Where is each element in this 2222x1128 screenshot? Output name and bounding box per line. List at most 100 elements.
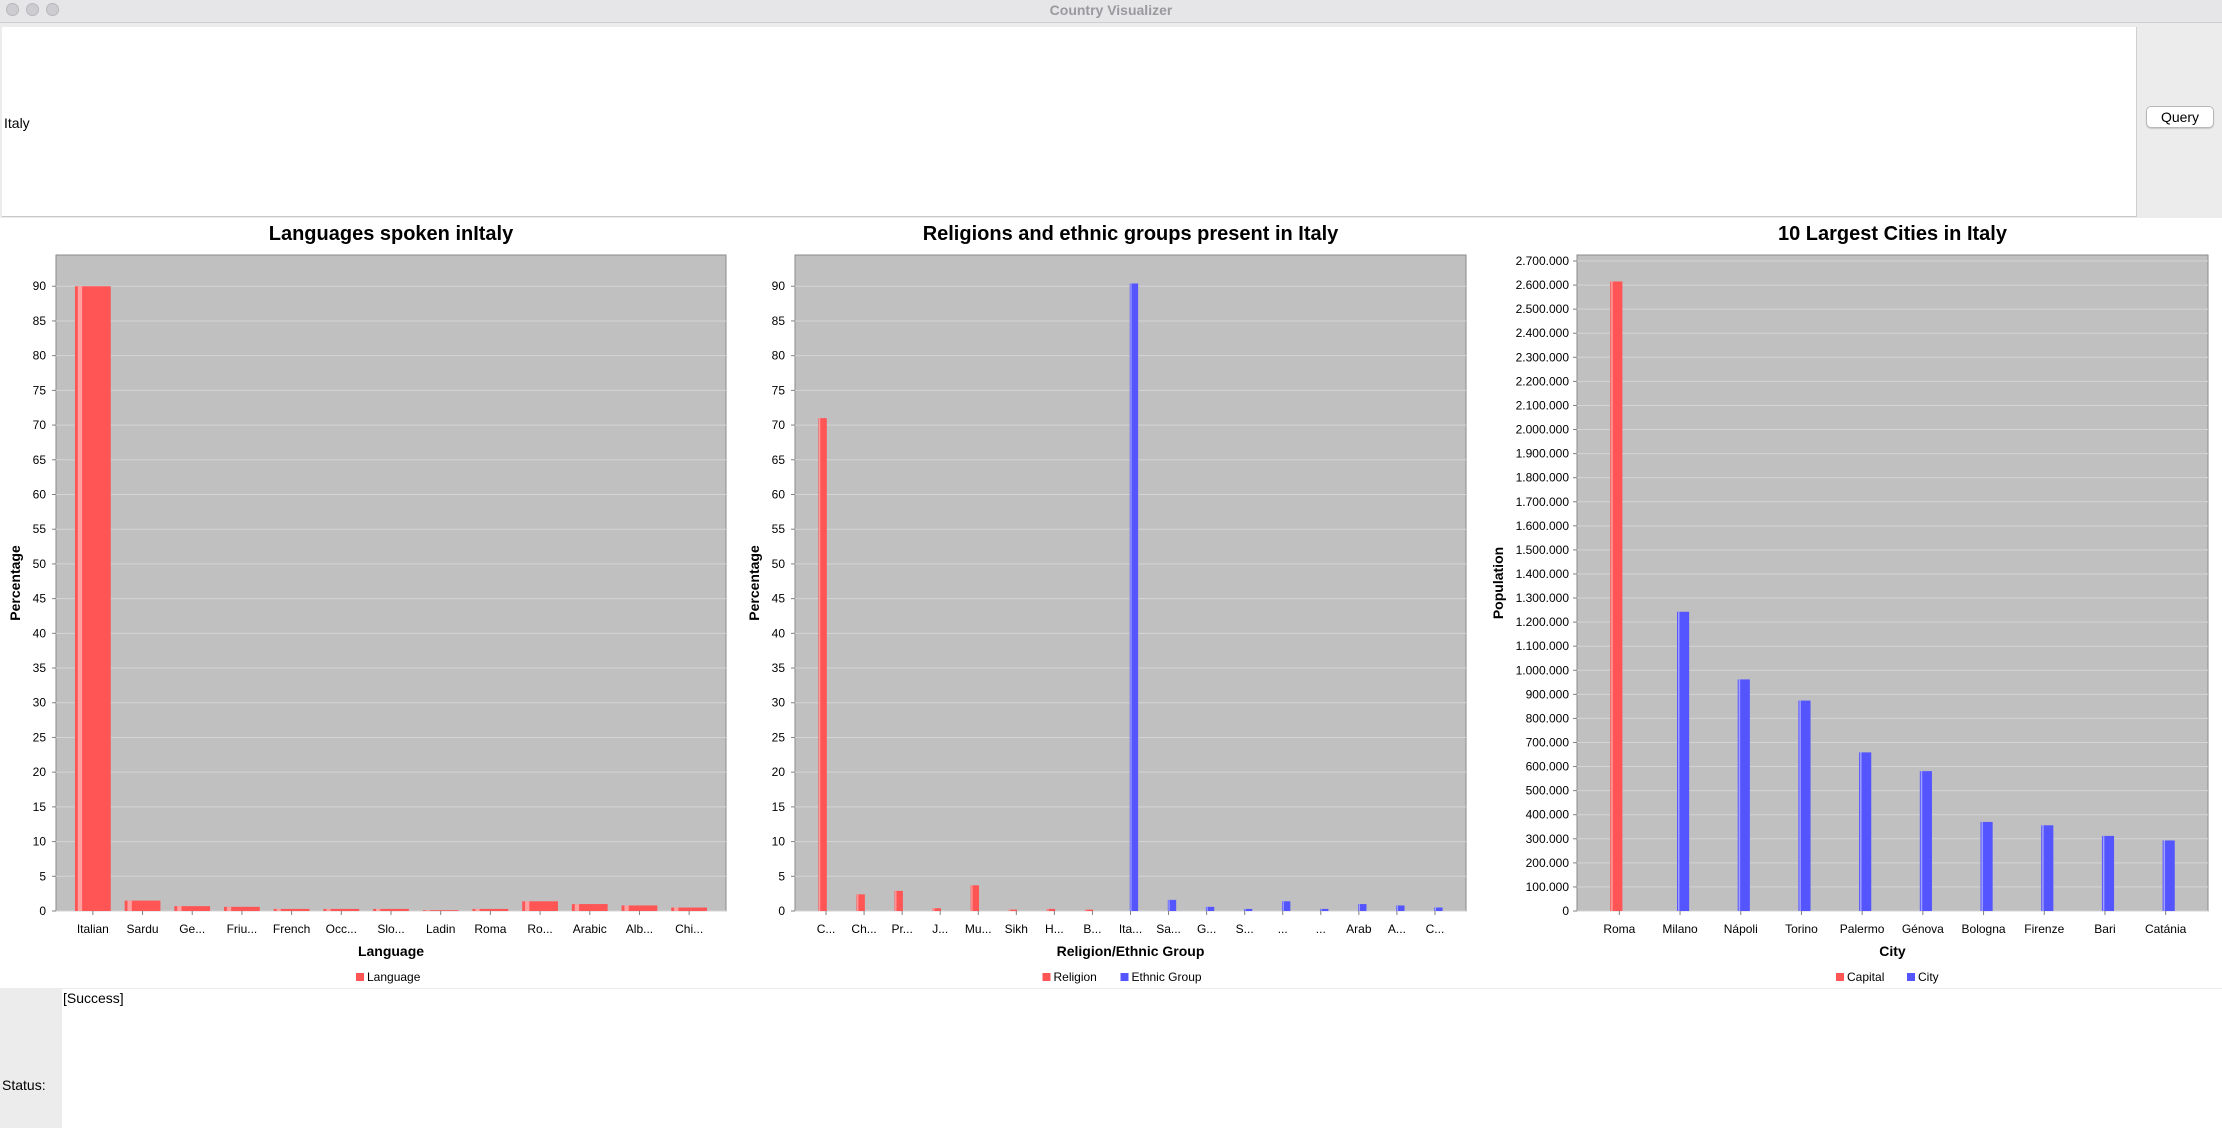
x-tick-label: Alb... [626,922,653,936]
y-tick-label: 35 [33,661,47,675]
y-tick-label: 0 [778,904,785,918]
bar-ladin-language [422,910,459,911]
y-tick-label: 25 [33,730,47,744]
y-tick-label: 30 [772,696,786,710]
y-tick-label: 2.100.000 [1516,398,1570,412]
y-tick-label: 60 [33,487,47,501]
legend-swatch-religion [1042,973,1051,981]
x-tick-label: Ge... [179,922,205,936]
bar-mu-religion [970,885,980,911]
y-tick-label: 15 [33,800,47,814]
x-tick-label: Génova [1902,922,1944,936]
x-tick-label: Ladin [426,922,455,936]
minimize-window-icon[interactable] [26,3,39,16]
bar-occ-language [323,908,360,911]
x-tick-label: Arab [1346,922,1372,936]
x-tick-label: Palermo [1840,922,1885,936]
x-tick-label: Ch... [851,922,876,936]
x-tick-label: Torino [1785,922,1818,936]
languages-chart: Languages spoken inItaly 0 5 10 15 20 25 30 35 40… [0,220,740,990]
y-tick-label: 40 [772,626,786,640]
bar-ita-ethnic-group [1129,283,1139,911]
bar-sardu-language [124,900,161,911]
bar-french-language [273,908,310,911]
x-tick-label: Italian [77,922,109,936]
y-tick-label: 0 [39,904,46,918]
status-label: Status: [2,1077,46,1093]
y-tick-label: 5 [39,869,46,883]
y-tick-label: 65 [772,453,786,467]
x-tick-label: B... [1083,922,1101,936]
y-tick-label: 10 [772,835,786,849]
x-tick-label: C... [817,922,836,936]
y-tick-label: 1.600.000 [1516,519,1570,533]
religions-ethnic-chart: Religions and ethnic groups present in I… [740,220,1480,990]
y-tick-label: 80 [33,349,47,363]
bar-s-ethnic-group [1243,908,1253,911]
x-tick-label: Sardu [127,922,159,936]
query-panel: Italy Query [0,23,2222,218]
y-axis-label: Percentage [7,545,23,621]
x-tick-label: Roma [1603,922,1635,936]
bar-arab-ethnic-group [1358,904,1367,911]
y-tick-label: 70 [33,418,47,432]
y-tick-label: 0 [1562,904,1569,918]
bar-torino-city [1798,700,1811,911]
legend-label-language: Language [367,970,421,984]
legend-label-ethnic-group: Ethnic Group [1132,970,1202,984]
maximize-window-icon[interactable] [46,3,59,16]
x-tick-label: C... [1426,922,1445,936]
y-tick-label: 50 [772,557,786,571]
bar-c-religion [818,418,827,911]
cities-chart: 10 Largest Cities in Italy 0 100.000 200.00… [1480,220,2220,990]
x-tick-label: ... [1316,922,1326,936]
y-tick-label: 900.000 [1526,687,1570,701]
y-tick-label: 45 [772,592,786,606]
y-tick-label: 700.000 [1526,735,1570,749]
close-window-icon[interactable] [6,3,19,16]
x-tick-label: French [273,922,310,936]
x-tick-label: Sikh [1005,922,1028,936]
window-title: Country Visualizer [1049,2,1173,18]
x-tick-label: Arabic [573,922,607,936]
y-tick-label: 2.600.000 [1516,278,1570,292]
y-tick-label: 500.000 [1526,784,1570,798]
y-tick-label: 1.200.000 [1516,615,1570,629]
x-tick-label: Roma [474,922,506,936]
legend-swatch-ethnic-group [1120,973,1129,981]
y-tick-label: 1.100.000 [1516,639,1570,653]
y-tick-label: 1.000.000 [1516,663,1570,677]
status-panel: Status: [Success] [0,988,2222,1128]
y-tick-label: 600.000 [1526,760,1570,774]
y-tick-label: 45 [33,592,47,606]
y-tick-label: 1.800.000 [1516,471,1570,485]
bar-chi-language [671,907,708,911]
legend-label-religion: Religion [1054,970,1097,984]
y-tick-label: 200.000 [1526,856,1570,870]
x-tick-label: Nápoli [1724,922,1758,936]
bar-g-ethnic-group [1205,906,1215,911]
x-tick-label: H... [1045,922,1064,936]
x-tick-label: Friu... [227,922,258,936]
status-message: [Success] [63,990,124,1006]
bar-milano-city [1677,611,1690,911]
bar-firenze-city [2041,825,2054,911]
y-tick-label: 5 [778,869,785,883]
x-tick-label: Ita... [1119,922,1142,936]
y-tick-label: 65 [33,453,47,467]
x-tick-label: Milano [1662,922,1698,936]
query-button[interactable]: Query [2146,106,2214,128]
y-tick-label: 85 [33,314,47,328]
x-tick-label: G... [1197,922,1216,936]
y-tick-label: 20 [772,765,786,779]
query-input[interactable]: Italy [2,27,2137,217]
x-tick-label: Firenze [2024,922,2064,936]
bar-arabic-language [571,904,608,911]
bar-x-ethnic-group [1320,908,1329,911]
y-tick-label: 75 [772,383,786,397]
x-tick-label: Bari [2094,922,2115,936]
y-tick-label: 80 [772,349,786,363]
x-tick-label: Sa... [1156,922,1181,936]
bar-bari-city [2101,835,2115,911]
y-tick-label: 2.000.000 [1516,423,1570,437]
